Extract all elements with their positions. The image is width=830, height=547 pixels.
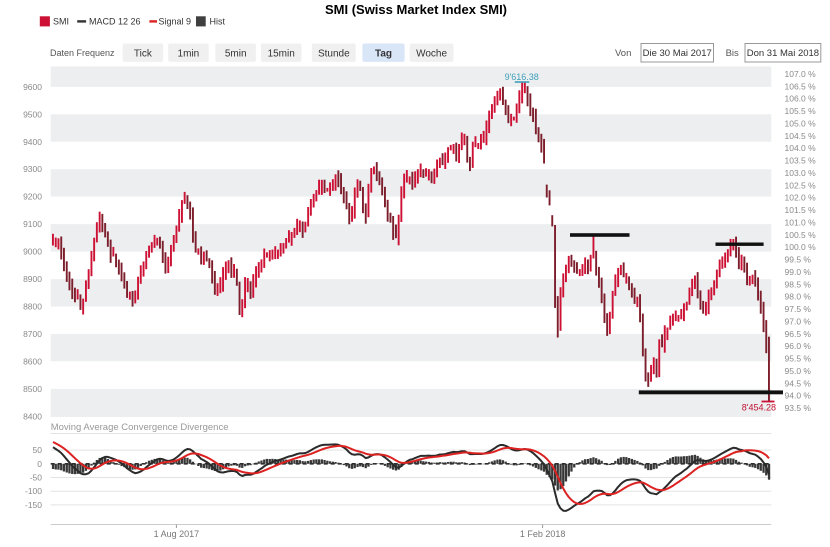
svg-text:9600: 9600: [23, 82, 42, 92]
svg-text:98.5 %: 98.5 %: [785, 279, 812, 289]
svg-text:96.0 %: 96.0 %: [785, 341, 812, 351]
svg-text:Hist: Hist: [210, 17, 226, 27]
svg-text:8700: 8700: [23, 329, 42, 339]
svg-text:8500: 8500: [23, 384, 42, 394]
svg-text:103.0 %: 103.0 %: [785, 168, 817, 178]
svg-text:94.5 %: 94.5 %: [785, 378, 812, 388]
svg-text:97.0 %: 97.0 %: [785, 317, 812, 327]
svg-text:Tick: Tick: [134, 48, 153, 59]
svg-text:105.0 %: 105.0 %: [785, 119, 817, 129]
svg-text:9300: 9300: [23, 164, 42, 174]
svg-text:5min: 5min: [225, 48, 247, 59]
svg-text:100.5 %: 100.5 %: [785, 230, 817, 240]
svg-text:106.0 %: 106.0 %: [785, 94, 817, 104]
svg-text:9400: 9400: [23, 137, 42, 147]
svg-text:SMI: SMI: [53, 17, 69, 27]
svg-text:106.5 %: 106.5 %: [785, 81, 817, 91]
svg-text:Tag: Tag: [375, 48, 392, 59]
svg-text:15min: 15min: [268, 48, 295, 59]
svg-text:9'616.38: 9'616.38: [505, 72, 539, 82]
svg-text:Stunde: Stunde: [318, 48, 350, 59]
svg-text:104.0 %: 104.0 %: [785, 143, 817, 153]
svg-text:1 Aug 2017: 1 Aug 2017: [154, 529, 200, 539]
svg-text:Don 31 Mai 2018: Don 31 Mai 2018: [747, 48, 819, 59]
svg-text:8'454.28: 8'454.28: [742, 403, 776, 413]
svg-text:101.5 %: 101.5 %: [785, 205, 817, 215]
svg-text:1min: 1min: [178, 48, 200, 59]
svg-text:-100: -100: [25, 486, 42, 496]
svg-text:105.5 %: 105.5 %: [785, 106, 817, 116]
svg-text:Signal 9: Signal 9: [159, 17, 192, 27]
svg-text:8900: 8900: [23, 274, 42, 284]
svg-text:104.5 %: 104.5 %: [785, 131, 817, 141]
svg-text:93.5 %: 93.5 %: [785, 403, 812, 413]
svg-text:103.5 %: 103.5 %: [785, 156, 817, 166]
svg-text:Die 30 Mai 2017: Die 30 Mai 2017: [643, 48, 712, 59]
svg-text:102.5 %: 102.5 %: [785, 180, 817, 190]
svg-text:107.0 %: 107.0 %: [785, 69, 817, 79]
svg-text:8600: 8600: [23, 356, 42, 366]
svg-text:96.5 %: 96.5 %: [785, 329, 812, 339]
svg-text:50: 50: [33, 445, 43, 455]
svg-text:Bis: Bis: [726, 48, 739, 59]
svg-text:Moving Average Convergence Div: Moving Average Convergence Divergence: [51, 422, 229, 433]
svg-text:95.0 %: 95.0 %: [785, 366, 812, 376]
svg-text:99.0 %: 99.0 %: [785, 267, 812, 277]
svg-text:-150: -150: [25, 500, 42, 510]
svg-text:9500: 9500: [23, 109, 42, 119]
svg-text:99.5 %: 99.5 %: [785, 255, 812, 265]
svg-text:-50: -50: [30, 473, 43, 483]
svg-text:94.0 %: 94.0 %: [785, 391, 812, 401]
svg-text:Von: Von: [615, 48, 631, 59]
svg-text:101.0 %: 101.0 %: [785, 218, 817, 228]
svg-text:95.5 %: 95.5 %: [785, 354, 812, 364]
svg-text:1 Feb 2018: 1 Feb 2018: [520, 529, 566, 539]
svg-text:102.0 %: 102.0 %: [785, 193, 817, 203]
svg-text:8800: 8800: [23, 302, 42, 312]
svg-text:9100: 9100: [23, 219, 42, 229]
svg-text:8400: 8400: [23, 411, 42, 421]
svg-text:SMI (Swiss Market Index SMI): SMI (Swiss Market Index SMI): [325, 2, 507, 17]
svg-text:Daten Frequenz: Daten Frequenz: [50, 48, 115, 58]
svg-text:MACD 12 26: MACD 12 26: [89, 17, 141, 27]
svg-text:Woche: Woche: [416, 48, 447, 59]
svg-text:0: 0: [37, 459, 42, 469]
svg-text:9000: 9000: [23, 247, 42, 257]
svg-text:9200: 9200: [23, 192, 42, 202]
svg-text:98.0 %: 98.0 %: [785, 292, 812, 302]
svg-text:97.5 %: 97.5 %: [785, 304, 812, 314]
svg-text:100.0 %: 100.0 %: [785, 242, 817, 252]
